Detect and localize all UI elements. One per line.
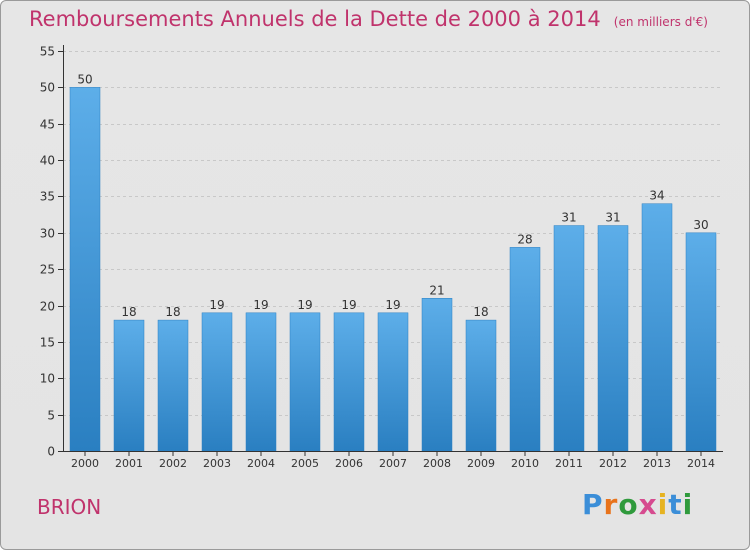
brand-letter: i — [682, 488, 694, 521]
x-tick-label: 2003 — [203, 457, 231, 470]
data-label: 19 — [341, 298, 356, 312]
x-tick-label: 2009 — [467, 457, 495, 470]
data-label: 18 — [473, 305, 488, 319]
data-label: 31 — [561, 211, 576, 225]
bar — [509, 247, 541, 452]
data-label: 30 — [693, 218, 708, 232]
bar — [113, 319, 145, 452]
brand-letter: t — [668, 488, 683, 521]
brand-letter: o — [618, 488, 639, 521]
data-label: 19 — [297, 298, 312, 312]
bar — [157, 319, 189, 452]
bar — [201, 312, 233, 452]
bar — [421, 298, 453, 452]
data-label: 50 — [77, 72, 92, 86]
x-tick-label: 2006 — [335, 457, 363, 470]
data-label: 21 — [429, 283, 444, 297]
bar — [245, 312, 277, 452]
title-text: Remboursements Annuels de la Dette de 20… — [29, 7, 601, 31]
y-tick-label: 15 — [40, 336, 55, 350]
y-tick-label: 55 — [40, 45, 55, 59]
brand-letter: r — [603, 488, 619, 521]
x-tick-label: 2010 — [511, 457, 539, 470]
data-label: 19 — [253, 298, 268, 312]
x-tick-label: 2014 — [687, 457, 715, 470]
x-tick-label: 2002 — [159, 457, 187, 470]
x-tick-label: 2007 — [379, 457, 407, 470]
chart-title: Remboursements Annuels de la Dette de 20… — [29, 7, 708, 31]
y-tick-label: 5 — [47, 409, 55, 423]
bar — [377, 312, 409, 452]
bar — [597, 225, 629, 452]
data-label: 19 — [209, 298, 224, 312]
y-tick-label: 25 — [40, 263, 55, 277]
x-tick-label: 2005 — [291, 457, 319, 470]
brand-letter: P — [582, 488, 604, 521]
data-label: 31 — [605, 211, 620, 225]
data-label: 34 — [649, 189, 664, 203]
y-tick-label: 20 — [40, 300, 55, 314]
x-tick-label: 2012 — [599, 457, 627, 470]
bar — [69, 87, 101, 452]
data-label: 19 — [385, 298, 400, 312]
x-tick-label: 2000 — [71, 457, 99, 470]
y-tick-label: 40 — [40, 154, 55, 168]
y-tick-label: 0 — [47, 445, 55, 459]
bar — [289, 312, 321, 452]
bar — [333, 312, 365, 452]
x-tick-label: 2001 — [115, 457, 143, 470]
bar — [685, 232, 717, 452]
y-tick-label: 50 — [40, 81, 55, 95]
y-tick-label: 10 — [40, 372, 55, 386]
bar — [641, 203, 673, 452]
y-tick-label: 45 — [40, 118, 55, 132]
proxiti-logo: Proxiti — [582, 488, 693, 521]
x-tick-label: 2011 — [555, 457, 583, 470]
x-tick-label: 2008 — [423, 457, 451, 470]
commune-name: BRION — [37, 495, 102, 519]
brand-letter: i — [657, 488, 669, 521]
x-tick-label: 2004 — [247, 457, 275, 470]
brand-letter: x — [638, 488, 658, 521]
data-label: 18 — [121, 305, 136, 319]
y-tick-label: 30 — [40, 227, 55, 241]
data-label: 28 — [517, 232, 532, 246]
bar — [465, 319, 497, 452]
data-label: 18 — [165, 305, 180, 319]
bar — [553, 225, 585, 452]
y-tick-label: 35 — [40, 190, 55, 204]
x-tick-label: 2013 — [643, 457, 671, 470]
unit-text: (en milliers d'€) — [613, 15, 708, 29]
